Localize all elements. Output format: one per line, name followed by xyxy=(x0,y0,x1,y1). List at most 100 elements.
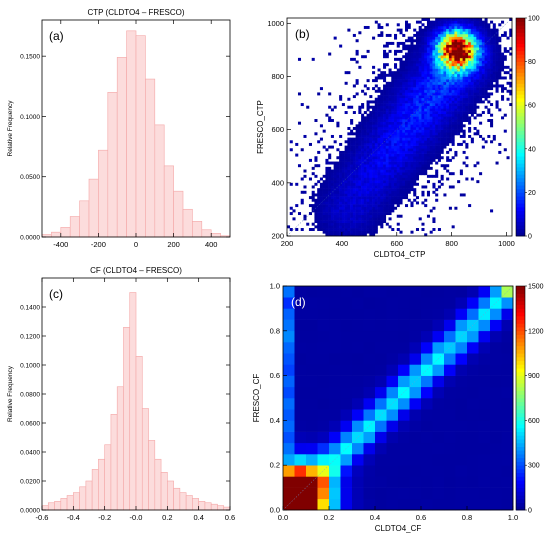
heatmap-cell xyxy=(355,129,359,133)
heatmap-cell xyxy=(344,81,348,85)
heatmap-cell xyxy=(394,196,398,200)
heatmap-cell xyxy=(448,33,452,37)
heatmap-cell xyxy=(394,71,398,75)
heatmap-cell xyxy=(377,33,381,37)
panel-a-ctp-difference-histogram: -400 -200 0 200 4000.00000.05000.10000.1500C… xyxy=(7,8,231,249)
heatmap-cell xyxy=(468,52,472,56)
heatmap-cell xyxy=(435,198,439,202)
heatmap-cell xyxy=(484,81,488,85)
heatmap-cell xyxy=(443,71,447,75)
heatmap-cell xyxy=(435,172,439,176)
heatmap-cell xyxy=(344,228,348,231)
heatmap-cell xyxy=(470,63,474,67)
heatmap-cell xyxy=(462,84,466,88)
x-tick-label: 1.0 xyxy=(508,513,518,522)
heatmap-cell xyxy=(455,286,468,298)
heatmap-cell xyxy=(340,319,353,332)
heatmap-cell xyxy=(421,330,433,343)
heatmap-cell xyxy=(336,193,340,197)
heatmap-cell xyxy=(333,233,337,237)
heatmap-cell xyxy=(410,49,414,53)
heatmap-cell xyxy=(350,220,354,224)
heatmap-cell xyxy=(355,39,359,43)
heatmap-cell xyxy=(421,132,425,136)
heatmap-cell xyxy=(374,121,378,125)
heatmap-cell xyxy=(333,185,337,189)
heatmap-cell xyxy=(329,286,341,298)
heatmap-cell xyxy=(344,190,348,194)
heatmap-cell xyxy=(341,153,345,157)
heatmap-cell xyxy=(339,204,343,208)
heatmap-cell xyxy=(454,84,458,88)
heatmap-cell xyxy=(413,116,417,120)
heatmap-cell xyxy=(383,142,387,146)
heatmap-cell xyxy=(426,71,430,75)
heatmap-cell xyxy=(383,153,387,157)
heatmap-cell xyxy=(426,81,430,85)
heatmap-cell xyxy=(317,193,321,197)
heatmap-cell xyxy=(380,204,384,208)
heatmap-cell xyxy=(385,121,389,125)
heatmap-cell xyxy=(451,33,455,37)
x-tick-label: 200 xyxy=(281,239,294,248)
heatmap-cell xyxy=(415,201,420,205)
heatmap-cell xyxy=(347,182,351,186)
heatmap-cell xyxy=(421,386,433,399)
heatmap-cell xyxy=(404,134,409,138)
heatmap-cell xyxy=(437,20,441,24)
heatmap-cell xyxy=(372,185,376,189)
heatmap-cell xyxy=(418,108,422,112)
heatmap-cell xyxy=(339,214,343,218)
heatmap-cell xyxy=(429,25,433,29)
heatmap-cell xyxy=(330,185,334,189)
heatmap-cell xyxy=(407,95,411,99)
heatmap-cell xyxy=(394,73,398,77)
heatmap-cell xyxy=(369,177,373,181)
heatmap-cell xyxy=(495,105,499,109)
heatmap-cell xyxy=(350,148,354,152)
heatmap-cell xyxy=(396,92,400,96)
heatmap-cell xyxy=(426,79,430,83)
heatmap-cell xyxy=(467,465,479,477)
heatmap-cell xyxy=(330,204,334,208)
heatmap-cell xyxy=(468,81,472,85)
heatmap-cell xyxy=(421,145,425,149)
heatmap-cell xyxy=(341,228,345,231)
heatmap-cell xyxy=(314,214,318,218)
heatmap-cell xyxy=(470,18,474,21)
heatmap-cell xyxy=(361,153,365,157)
heatmap-cell xyxy=(363,230,367,234)
heatmap-cell xyxy=(426,180,430,184)
heatmap-cell xyxy=(490,73,494,77)
heatmap-cell xyxy=(383,164,387,168)
heatmap-cell xyxy=(372,166,376,170)
heatmap-cell xyxy=(404,148,409,152)
heatmap-cell xyxy=(432,153,436,157)
heatmap-cell xyxy=(347,198,351,202)
heatmap-cell xyxy=(396,188,400,192)
heatmap-cell xyxy=(455,398,468,410)
heatmap-cell xyxy=(385,87,389,91)
heatmap-cell xyxy=(421,134,425,138)
heatmap-cell xyxy=(437,142,441,146)
heatmap-cell xyxy=(336,172,340,176)
heatmap-cell xyxy=(292,209,296,213)
heatmap-cell xyxy=(454,97,458,101)
heatmap-cell xyxy=(372,188,376,192)
heatmap-cell xyxy=(457,180,461,184)
heatmap-cell xyxy=(394,182,398,186)
heatmap-cell xyxy=(413,166,417,170)
heatmap-cell xyxy=(330,188,334,192)
heatmap-cell xyxy=(437,36,441,40)
heatmap-cell xyxy=(501,55,505,59)
heatmap-cell xyxy=(490,420,502,432)
heatmap-cell xyxy=(490,409,502,421)
heatmap-cell xyxy=(366,158,370,162)
heatmap-cell xyxy=(457,23,461,27)
heatmap-cell xyxy=(319,212,323,216)
heatmap-cell xyxy=(448,140,452,144)
heatmap-cell xyxy=(465,23,469,27)
heatmap-cell xyxy=(413,180,417,184)
heatmap-cell xyxy=(385,84,389,88)
